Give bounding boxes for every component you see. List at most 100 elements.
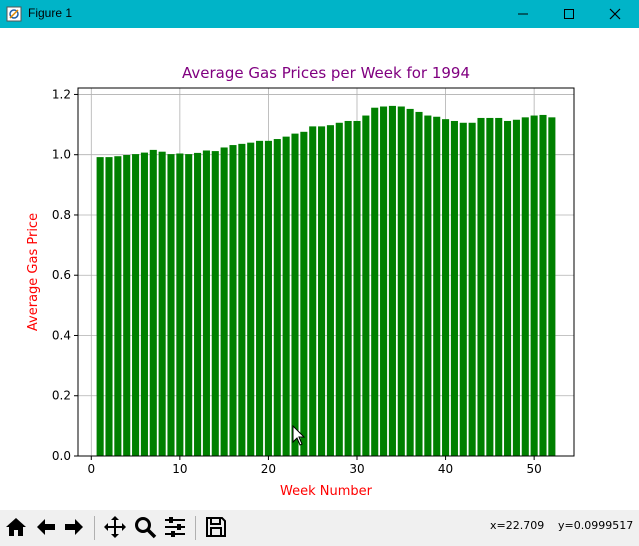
bar-week-44 [477,117,485,457]
bar-week-21 [273,139,281,457]
bar-week-41 [450,120,458,456]
navigation-toolbar: x=22.709 y=0.0999517 [0,510,639,546]
bar-week-12 [194,152,202,456]
bar-week-24 [300,131,308,456]
bar-week-48 [512,119,520,456]
bar-week-46 [495,117,503,457]
bar-week-22 [282,136,290,456]
y-tick-label: 1.2 [52,87,71,101]
cursor-y-readout: y=0.0999517 [558,519,634,532]
bar-week-45 [486,117,494,457]
toolbar-separator [195,516,196,540]
y-tick-label: 0.2 [52,389,71,403]
x-tick-label: 30 [349,462,364,476]
bar-week-35 [397,106,405,457]
x-tick-label: 20 [261,462,276,476]
bar-week-17 [238,143,246,456]
bar-week-19 [256,140,264,456]
back-button[interactable] [32,513,60,541]
bar-week-37 [415,111,423,456]
minimize-button[interactable] [500,0,546,28]
close-icon [609,8,621,20]
bar-week-47 [504,120,512,456]
bar-week-36 [406,108,414,456]
save-button[interactable] [202,513,230,541]
bar-week-16 [229,145,237,456]
x-tick-label: 0 [87,462,95,476]
zoom-button[interactable] [131,513,159,541]
close-button[interactable] [592,0,638,28]
x-tick-label: 10 [172,462,187,476]
bar-week-51 [539,114,547,457]
bar-week-40 [442,119,450,457]
y-tick-label: 0.6 [52,268,71,282]
zoom-icon [135,517,157,539]
maximize-icon [564,9,574,19]
pan-button[interactable] [101,513,129,541]
bar-week-25 [309,126,317,457]
x-tick-label: 40 [438,462,453,476]
bar-week-29 [344,120,352,456]
bar-week-14 [211,151,219,456]
x-tick-label: 50 [527,462,542,476]
bar-week-43 [468,122,476,456]
pan-icon [104,516,126,538]
save-icon [206,517,226,537]
bar-week-4 [123,155,131,456]
bar-week-11 [185,154,193,456]
bar-week-42 [459,122,467,456]
bar-week-7 [149,149,157,456]
bar-week-49 [521,117,529,456]
minimize-icon [518,13,528,15]
bar-week-34 [388,105,396,456]
back-arrow-icon [37,519,55,535]
chart-title: Average Gas Prices per Week for 1994 [182,64,470,82]
configure-subplots-button[interactable] [161,513,189,541]
home-icon [6,518,26,536]
y-tick-label: 0.8 [52,208,71,222]
bar-week-28 [335,122,343,456]
bar-week-1 [96,157,104,456]
window-titlebar[interactable]: Figure 1 [0,0,639,28]
y-tick-label: 0.4 [52,328,71,342]
bar-week-50 [530,115,538,456]
toolbar-separator [94,516,95,540]
bar-week-6 [140,152,148,456]
configure-subplots-icon [165,517,185,537]
axes-frame [77,87,575,457]
home-button[interactable] [2,513,30,541]
cursor-x-readout: x=22.709 [490,519,545,532]
bar-week-39 [433,116,441,456]
bar-week-3 [114,156,122,456]
bar-week-26 [318,126,326,457]
bar-week-18 [247,142,255,456]
bar-week-31 [362,115,370,456]
bar-week-13 [202,150,210,456]
figure-app-icon [6,6,22,22]
bar-week-52 [548,117,556,456]
bar-week-38 [424,115,432,456]
bar-week-27 [326,125,334,456]
bar-week-8 [158,151,166,456]
bar-chart[interactable]: Average Gas Prices per Week for 1994 0 10… [0,28,639,510]
bar-week-20 [264,140,272,456]
x-axis-label: Week Number [280,484,373,499]
bar-week-9 [167,154,175,456]
y-tick-label: 0.0 [52,449,71,463]
figure-canvas[interactable]: Average Gas Prices per Week for 1994 0 10… [0,28,639,510]
mouse-cursor-icon [292,425,306,446]
y-axis-label: Average Gas Price [26,213,41,331]
y-tick-label: 1.0 [52,148,71,162]
bar-week-33 [380,106,388,457]
bar-week-30 [353,120,361,456]
maximize-button[interactable] [546,0,592,28]
forward-arrow-icon [65,519,83,535]
window-title: Figure 1 [28,6,73,20]
bar-week-15 [220,147,228,457]
bar-week-10 [176,153,184,456]
bar-week-5 [132,154,140,456]
bar-week-23 [291,133,299,456]
forward-button[interactable] [60,513,88,541]
bar-week-32 [371,107,379,457]
bar-week-2 [105,157,113,456]
